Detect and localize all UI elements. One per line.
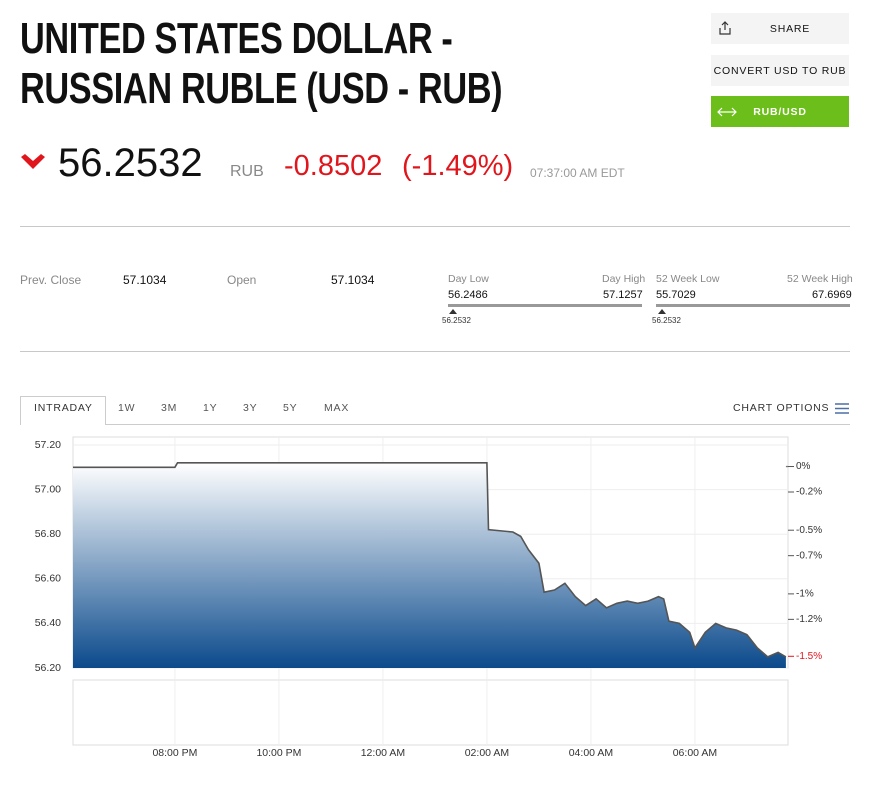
range-label: 52 Week Low [656, 273, 720, 285]
range-high: 57.1257 [603, 289, 643, 301]
range-current: 56.2532 [442, 316, 471, 325]
title-line: UNITED STATES DOLLAR - [20, 14, 453, 63]
y-tick-label: 57.20 [35, 439, 61, 451]
stat-label: Prev. Close [20, 273, 82, 287]
range-bar [448, 304, 642, 307]
price: 56.2532 [58, 141, 203, 185]
button-label: RUB/USD [753, 105, 807, 118]
range-label: 52 Week High [787, 273, 853, 285]
y2-tick-label: -1% [796, 589, 814, 600]
range-low: 56.2486 [448, 289, 488, 301]
tab-underline [105, 424, 850, 425]
y2-tick-label: -1.2% [796, 614, 822, 625]
area [73, 462, 786, 668]
y2-tick-label: -0.7% [796, 550, 822, 561]
range-label: Day Low [448, 273, 489, 285]
y2-marker-label: -1.5% [796, 651, 822, 662]
range-low: 55.7029 [656, 289, 696, 301]
range-label: Day High [602, 273, 646, 285]
x-tick-label: 08:00 PM [152, 747, 197, 759]
tab[interactable]: 5Y [283, 402, 298, 414]
change: -0.8502 [284, 150, 383, 182]
range-pointer [658, 309, 666, 314]
tab[interactable]: MAX [324, 402, 350, 414]
stat-value: 57.1034 [331, 273, 375, 287]
range-current: 56.2532 [652, 316, 681, 325]
tab[interactable]: 3M [161, 402, 178, 414]
y-tick-label: 56.80 [35, 528, 61, 540]
currency: RUB [230, 163, 264, 180]
divider [20, 351, 850, 352]
range-pointer [449, 309, 457, 314]
menu-icon [835, 403, 849, 414]
y2-tick-label: 0% [796, 461, 811, 472]
y2-tick-label: -0.2% [796, 487, 822, 498]
stat-value: 57.1034 [123, 273, 167, 287]
stat-label: Open [227, 273, 257, 287]
tab[interactable]: INTRADAY [34, 402, 93, 414]
active-tab-box [20, 396, 106, 425]
range-bar [656, 304, 850, 307]
down-arrow [21, 154, 45, 169]
share-button[interactable]: SHARE [711, 13, 849, 44]
price-line [73, 462, 787, 658]
x-tick-label: 12:00 AM [361, 747, 405, 759]
range-high: 67.6969 [812, 289, 852, 301]
chart-options[interactable]: CHART OPTIONS [733, 402, 830, 414]
tab[interactable]: 3Y [243, 402, 258, 414]
button-label: CONVERT USD TO RUB [713, 64, 847, 77]
x-tick-label: 06:00 AM [673, 747, 717, 759]
tab[interactable]: 1W [118, 402, 136, 414]
y-tick-label: 56.20 [35, 662, 61, 674]
swap-icon [717, 107, 737, 117]
tab[interactable]: 1Y [203, 402, 218, 414]
button-label: SHARE [769, 22, 811, 35]
volume-frame [72, 679, 789, 746]
title-line: RUSSIAN RUBLE (USD - RUB) [20, 64, 503, 113]
divider [20, 226, 850, 227]
y-tick-label: 56.60 [35, 573, 61, 585]
x-tick-label: 04:00 AM [569, 747, 613, 759]
share-icon [719, 21, 731, 35]
y-tick-label: 56.40 [35, 617, 61, 629]
y-tick-label: 57.00 [35, 483, 61, 495]
y2-tick-label: -0.5% [796, 525, 822, 536]
convert-button[interactable]: CONVERT USD TO RUB [711, 55, 849, 86]
x-tick-label: 10:00 PM [256, 747, 301, 759]
x-tick-label: 02:00 AM [465, 747, 509, 759]
quote-time: 07:37:00 AM EDT [530, 166, 625, 180]
change-percent: (-1.49%) [402, 150, 514, 182]
swap-button[interactable]: RUB/USD [711, 96, 849, 127]
